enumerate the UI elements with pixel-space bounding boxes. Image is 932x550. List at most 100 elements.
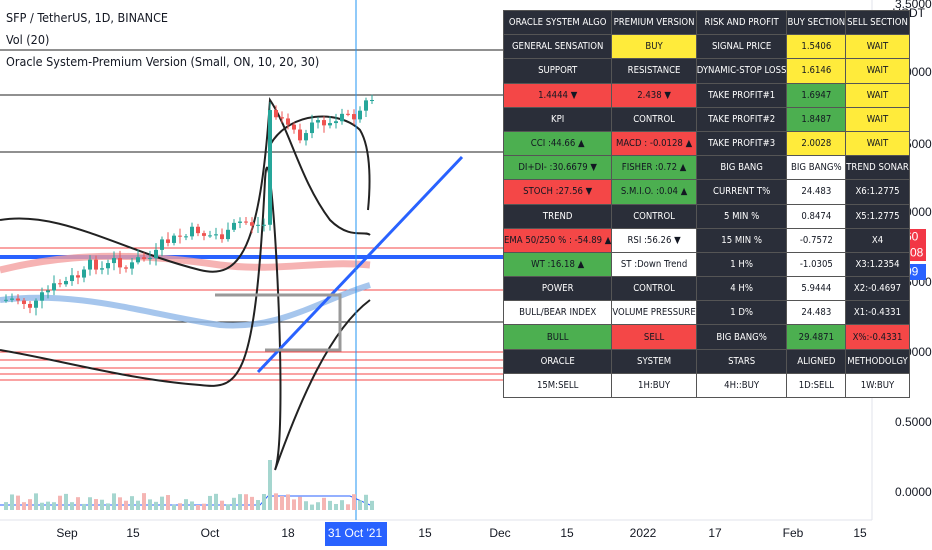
time-label: 18 <box>281 526 295 540</box>
table-cell: 24.483 <box>786 179 847 205</box>
volume-bar <box>226 504 230 510</box>
candle-body <box>190 226 194 237</box>
volume-bar <box>238 494 242 510</box>
candle-body <box>70 275 74 282</box>
table-cell: 15 MIN % <box>695 227 788 253</box>
candle-body <box>82 269 86 278</box>
volume-bar <box>214 493 218 510</box>
table-cell: 29.4871 <box>786 324 847 350</box>
table-cell: 1D:SELL <box>786 372 847 399</box>
volume-bar <box>184 499 188 510</box>
table-cell: TAKE PROFIT#2 <box>695 106 788 132</box>
volume-bar <box>352 494 356 510</box>
table-row: POWER CONTROL 4 H% 5.9444 X2:-0.4697 <box>502 276 910 302</box>
candle-body <box>4 299 8 301</box>
volume-bar <box>106 503 110 510</box>
candle-body <box>298 129 302 141</box>
candle-body <box>274 110 278 118</box>
table-cell: 5.9444 <box>786 276 847 302</box>
time-label: Oct <box>201 526 220 540</box>
table-cell: 15M:SELL <box>502 372 613 399</box>
time-label: Feb <box>783 526 804 540</box>
volume-bar <box>160 496 164 510</box>
table-cell: BIG BANG% <box>786 155 847 181</box>
table-cell: CURRENT T% <box>695 179 788 205</box>
volume-bar <box>190 501 194 510</box>
box <box>215 293 342 352</box>
volume-bar <box>298 496 302 510</box>
table-cell: TREND <box>502 203 613 229</box>
candle-body <box>208 235 212 237</box>
table-cell: WAIT <box>845 34 910 60</box>
bollinger-upper <box>269 115 371 211</box>
table-cell: KPI <box>502 106 613 132</box>
table-cell: BUY <box>611 34 697 60</box>
table-cell: 1.6947 <box>786 82 847 108</box>
volume-bar <box>112 493 116 510</box>
candle-body <box>142 257 146 260</box>
candle-body <box>256 224 260 226</box>
table-cell: PREMIUM VERSION <box>611 9 697 36</box>
candle-body <box>52 283 56 291</box>
candle-body <box>268 110 272 225</box>
candle-body <box>100 268 104 270</box>
table-cell: -1.0305 <box>786 251 847 278</box>
candle-body <box>220 234 224 240</box>
volume-bar <box>52 502 56 510</box>
table-cell: BULL <box>502 324 613 350</box>
volume-bar <box>136 500 140 510</box>
table-cell: GENERAL SENSATION <box>502 34 613 60</box>
volume-bar <box>22 502 26 510</box>
volume-bar <box>142 493 146 510</box>
candle-body <box>106 263 110 269</box>
volume-bar <box>280 495 284 510</box>
volume-bar <box>94 499 98 510</box>
table-cell: STARS <box>695 348 788 374</box>
table-cell: POWER <box>502 276 613 302</box>
table-cell: RESISTANCE <box>611 58 697 84</box>
volume-bar <box>292 499 296 510</box>
table-cell: 1 D% <box>695 300 788 326</box>
table-row: KPI CONTROL TAKE PROFIT#2 1.8487 WAIT <box>502 106 910 132</box>
candle-body <box>112 258 116 264</box>
table-cell: ORACLE SYSTEM ALGO <box>502 9 613 36</box>
oracle-table: ORACLE SYSTEM ALGO PREMIUM VERSION RISK AN… <box>502 9 910 399</box>
table-row: BULL SELL BIG BANG% 29.4871 X%:-0.4331 <box>502 324 910 350</box>
table-cell: BIG BANG% <box>695 324 788 350</box>
symbol-title: SFP / TetherUS, 1D, BINANCE <box>6 10 169 25</box>
table-cell: 0.8474 <box>786 203 847 229</box>
candle-body <box>34 300 38 308</box>
table-cell: ST :Down Trend <box>611 251 697 278</box>
candle-body <box>310 122 314 134</box>
table-cell: 2.0028 <box>786 130 847 157</box>
candle-body <box>46 290 50 293</box>
candle-body <box>178 235 182 237</box>
volume-bar <box>154 501 158 510</box>
candle-body <box>94 259 98 270</box>
volume-bar <box>202 503 206 510</box>
volume-bar <box>256 500 260 510</box>
volume-bar <box>310 504 314 510</box>
candle-body <box>202 233 206 236</box>
table-cell: -0.7572 <box>786 227 847 253</box>
price-label: 3.5000 <box>895 0 932 11</box>
table-cell: WT :16.18 ▲ <box>502 251 613 278</box>
time-label: 15 <box>853 526 867 540</box>
volume-bar <box>286 494 290 510</box>
volume-bar <box>178 503 182 510</box>
volume-bar <box>166 495 170 510</box>
table-cell: WAIT <box>845 58 910 84</box>
bollinger-upper <box>0 96 371 273</box>
candle-body <box>334 121 338 124</box>
volume-bar <box>334 503 338 510</box>
table-cell: DI+DI- :30.6679 ▼ <box>502 155 613 181</box>
candle-body <box>346 113 350 115</box>
candle-body <box>28 303 32 308</box>
candle-body <box>238 221 242 223</box>
volume-bar <box>70 502 74 510</box>
table-cell: 1.4444 ▼ <box>502 82 613 108</box>
volume-bar <box>328 500 332 510</box>
volume-bar <box>232 497 236 510</box>
